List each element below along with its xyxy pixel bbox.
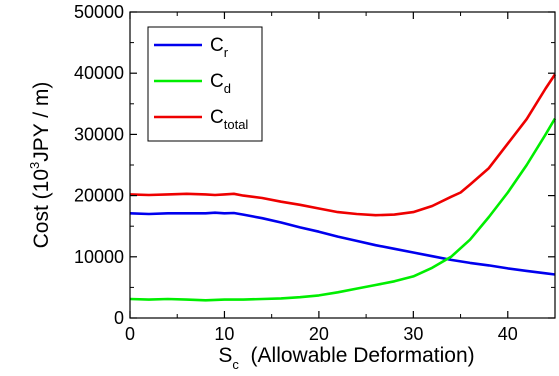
y-axis-title-pre: Cost (10 [30,169,53,248]
series-line-r [129,211,556,276]
y-axis-title: Cost (103JPY / m) [27,82,53,249]
x-axis-title-main: S [218,344,232,367]
y-axis-title-post: JPY / m) [30,82,53,162]
y-tick-label: 0 [114,308,124,328]
x-tick-label: 0 [125,324,135,344]
y-tick-label: 40000 [74,63,124,83]
plot-lines [129,73,557,302]
y-tick-label: 10000 [74,247,124,267]
x-axis-title-rest: (Allowable Deformation) [239,344,475,367]
y-tick-label: 50000 [74,2,124,22]
y-tick-label: 20000 [74,186,124,206]
y-axis-title-sup: 3 [27,162,42,169]
legend: Cr Cd Ctotal [147,26,263,142]
x-tick-label: 30 [403,324,423,344]
legend-label-total: Ctotal [210,107,248,132]
x-tick-label: 10 [214,324,234,344]
x-axis-title-sub: c [232,357,239,372]
x-tick-label: 20 [309,324,329,344]
x-tick-label: 40 [498,324,518,344]
axis-ticks: 0 10 20 30 40 0 10000 20000 30000 40000 50000 [74,2,556,344]
legend-label-d: Cd [210,71,231,96]
x-axis-title: Sc (Allowable Deformation) [218,344,474,372]
y-tick-label: 30000 [74,124,124,144]
series-line-d [129,117,557,302]
legend-label-r: Cr [210,35,229,60]
series-line-total [129,73,557,217]
